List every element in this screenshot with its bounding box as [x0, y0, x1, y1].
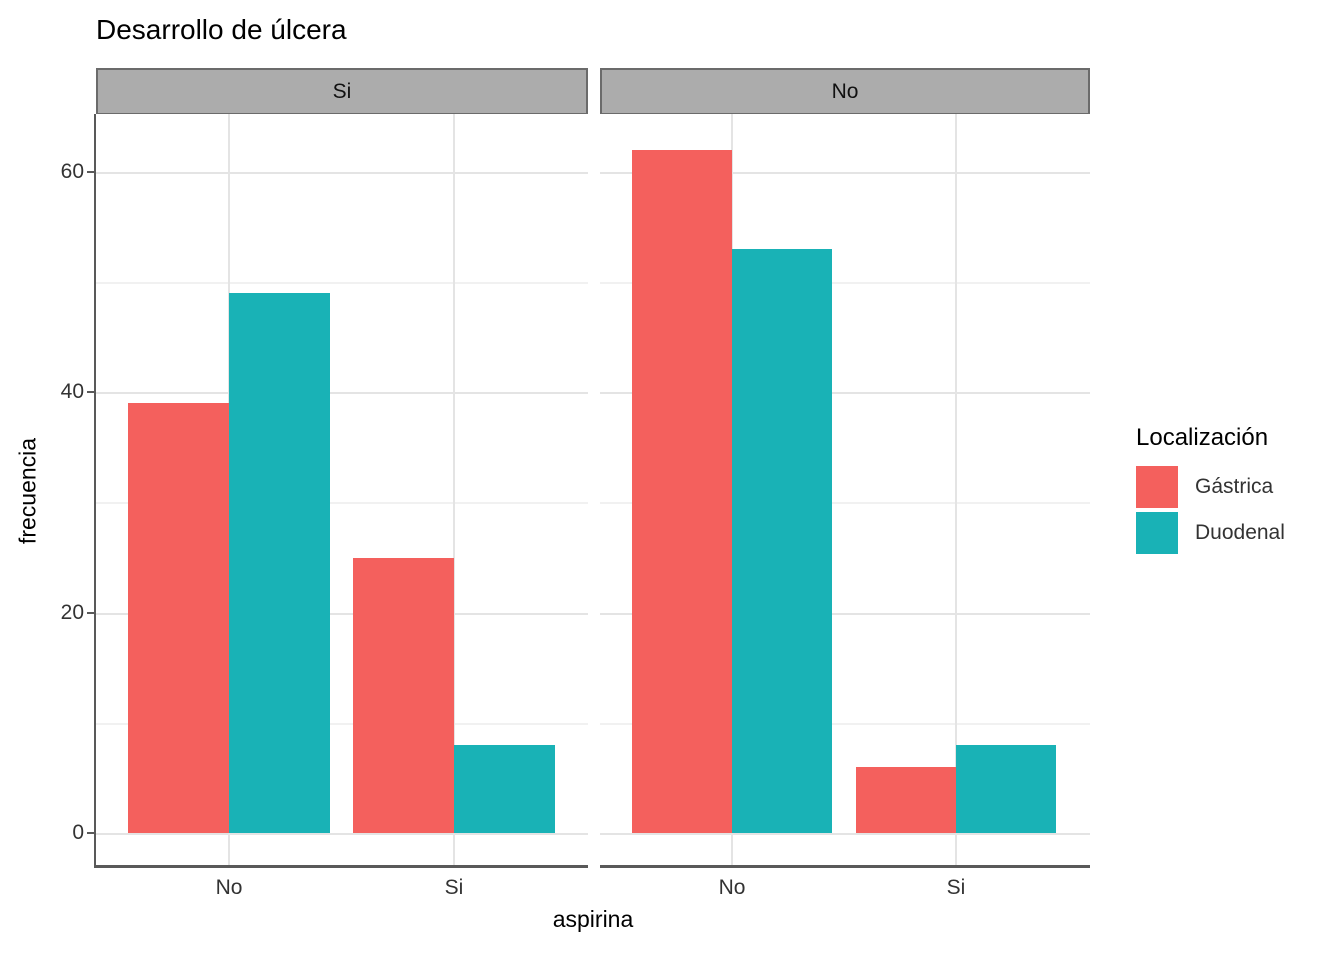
facet-panel: No Si — [96, 114, 588, 899]
legend-label: Duodenal — [1195, 521, 1285, 544]
gridline-minor-y — [96, 282, 588, 284]
legend-item: Gástrica — [1136, 466, 1344, 508]
y-tick-label: 0 — [72, 821, 84, 844]
legend-swatch — [1136, 466, 1178, 508]
gridline-minor-y — [96, 502, 588, 504]
y-axis-line — [94, 114, 97, 868]
gridline-major-y — [96, 172, 588, 174]
gridline-minor-y — [600, 282, 1090, 284]
y-tick-mark — [87, 612, 94, 614]
y-tick-mark — [87, 171, 94, 173]
x-axis-line — [96, 865, 588, 868]
y-tick-label: 40 — [60, 380, 84, 403]
y-tick-label: 60 — [60, 160, 84, 183]
y-tick-mark — [87, 391, 94, 393]
gridline-minor-y — [96, 723, 588, 725]
bar-duodenal — [956, 745, 1056, 833]
x-tick-label: No — [718, 876, 746, 899]
bar-duodenal — [454, 745, 555, 833]
gridline-major-y — [600, 613, 1090, 615]
gridline-major-x — [955, 114, 957, 868]
gridline-major-y — [96, 613, 588, 615]
bar-gastrica — [632, 150, 732, 833]
x-axis-line — [600, 865, 1090, 868]
y-tick-label: 20 — [60, 601, 84, 624]
legend-label: Gástrica — [1195, 475, 1274, 498]
bar-duodenal — [732, 249, 832, 833]
bar-gastrica — [856, 767, 956, 833]
bar-gastrica — [353, 558, 454, 833]
x-tick-label: No — [215, 876, 243, 899]
gridline-minor-y — [600, 502, 1090, 504]
x-tick-label: Si — [946, 876, 966, 899]
facet-strip: Si — [96, 68, 588, 115]
legend-item: Duodenal — [1136, 512, 1344, 554]
gridline-major-y — [96, 833, 588, 835]
legend-title: Localización — [1136, 424, 1269, 451]
x-tick-label: Si — [444, 876, 464, 899]
gridline-major-y — [600, 172, 1090, 174]
bar-duodenal — [229, 293, 330, 833]
gridline-minor-y — [600, 723, 1090, 725]
y-tick-mark — [87, 832, 94, 834]
gridline-major-x — [453, 114, 455, 868]
x-axis-title: aspirina — [552, 906, 634, 932]
gridline-major-y — [600, 392, 1090, 394]
gridline-major-y — [96, 392, 588, 394]
facet-panel: No Si — [600, 114, 1090, 899]
y-axis-title: frecuencia — [14, 437, 41, 545]
legend-swatch — [1136, 512, 1178, 554]
plot-title: Desarrollo de úlcera — [96, 14, 347, 45]
legend-items: Gástrica Duodenal — [1136, 466, 1344, 554]
legend: Localización Gástrica Duodenal — [1136, 424, 1344, 558]
facet-strip: No — [600, 68, 1090, 115]
gridline-major-y — [600, 833, 1090, 835]
bar-gastrica — [128, 403, 229, 833]
